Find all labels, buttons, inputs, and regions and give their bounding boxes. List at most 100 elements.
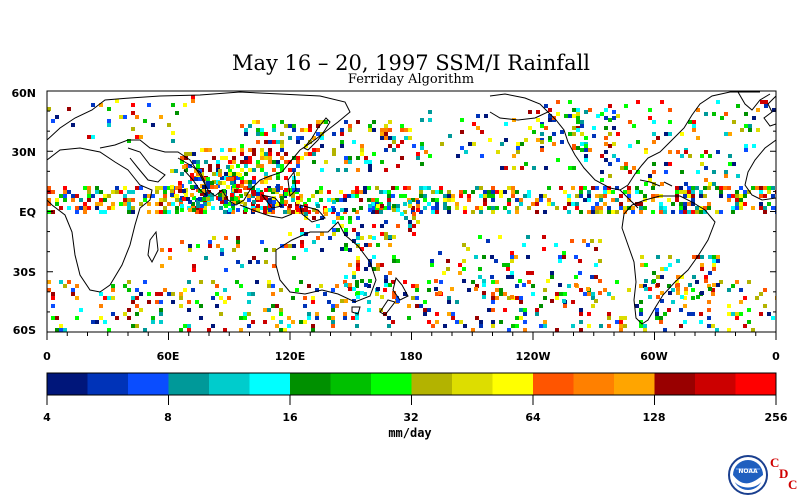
rain-cell [336,228,340,232]
rain-cell [719,280,723,284]
rain-cell [574,283,578,287]
coastline-greenland [737,91,771,111]
rain-cell [595,194,599,198]
rain-cell [435,190,439,194]
rain-cell [204,160,208,164]
rain-cell [392,136,396,140]
rain-cell [555,328,559,332]
rain-cell [276,152,280,156]
rain-cell [458,263,462,267]
rain-cell [506,275,510,279]
rain-cell [256,164,260,168]
rain-cell [623,324,627,328]
rain-cell [467,194,471,198]
rain-cell [579,308,583,312]
rain-cell [340,216,344,220]
rain-cell [739,186,743,190]
rain-cell [587,324,591,328]
rain-cell [75,316,79,320]
rain-cell [231,210,235,214]
rain-cell [191,288,195,292]
rain-cell [284,200,288,204]
rain-cell [743,202,747,206]
rain-cell [627,288,631,292]
rain-cell [655,308,659,312]
rain-cell [115,316,119,320]
rain-cell [199,316,203,320]
rain-cell [384,168,388,172]
rain-cell [491,300,495,304]
rain-cell [403,186,407,190]
rain-cell [87,194,91,198]
rain-cell [691,210,695,214]
rain-cell [155,292,159,296]
colorbar-swatch [371,373,412,395]
rain-cell [196,160,200,164]
rain-cell [304,212,308,216]
rain-cell [367,186,371,190]
rain-cell [660,299,664,303]
rain-cell [700,162,704,166]
rain-cell [99,316,103,320]
rain-cell [135,296,139,300]
rain-cell [752,144,756,148]
rain-cell [656,255,660,259]
rain-cell [264,152,268,156]
rain-cell [111,202,115,206]
rain-cell [471,210,475,214]
rain-cell [332,208,336,212]
rain-cell [328,236,332,240]
rain-cell [155,186,159,190]
rain-cell [660,100,664,104]
rain-cell [420,162,424,166]
rain-cell [540,148,544,152]
rain-cell [559,186,563,190]
rain-cell [447,194,451,198]
rain-cell [75,210,79,214]
rain-cell [367,284,371,288]
rain-cell [244,164,248,168]
rain-cell [236,260,240,264]
rain-cell [595,202,599,206]
rain-cell [607,292,611,296]
rain-cell [707,202,711,206]
rain-cell [371,202,375,206]
rain-cell [252,200,256,204]
rain-cell [624,166,628,170]
rain-cell [460,118,464,122]
rain-cell [576,146,580,150]
rain-cell [640,255,644,259]
rain-cell [415,284,419,288]
rain-cell [191,99,195,103]
rain-cell [552,132,556,136]
rain-cell [403,194,407,198]
rain-cell [640,263,644,267]
rain-cell [239,328,243,332]
rain-cell [515,316,519,320]
rain-cell [551,202,555,206]
rain-cell [419,304,423,308]
rain-cell [336,212,340,216]
rain-cell [408,204,412,208]
lat-label-30s: 30S [12,266,36,279]
rain-cell [731,284,735,288]
rain-cell [272,168,276,172]
rain-cell [743,324,747,328]
rain-cell [240,160,244,164]
rain-cell [327,198,331,202]
rain-cell [351,190,355,194]
rain-cell [215,304,219,308]
rain-cell [644,279,648,283]
rain-cell [184,168,188,172]
rain-cell [443,194,447,198]
rain-cell [387,324,391,328]
rain-cell [451,194,455,198]
rain-cell [603,194,607,198]
rain-cell [683,296,687,300]
rain-cell [111,284,115,288]
rain-cell [463,324,467,328]
coastline-europe-right [763,95,776,127]
rain-cell [155,190,159,194]
rain-cell [204,148,208,152]
rain-cell [435,210,439,214]
